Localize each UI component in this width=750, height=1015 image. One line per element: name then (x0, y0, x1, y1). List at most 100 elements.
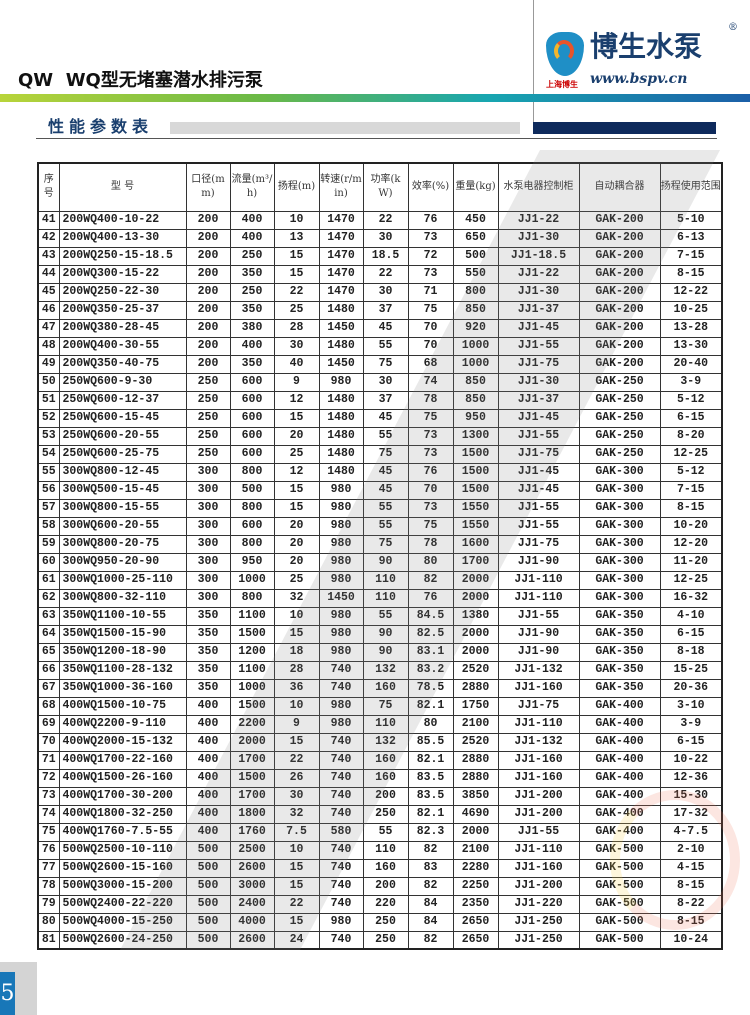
table-cell: 5-12 (659, 462, 723, 482)
table-cell: 2650 (452, 912, 499, 932)
table-cell: 71 (37, 750, 60, 770)
table-cell: JJ1-90 (497, 624, 580, 644)
table-row: 43 200WQ250-15-18.5 200 250 15 1470 18.5 72 500 J… (37, 246, 723, 266)
table-cell: 2250 (452, 876, 499, 896)
table-cell: JJ1-75 (497, 354, 580, 374)
table-row: 49 200WQ350-40-75 200 350 40 1450 75 68 1000 JJ1-… (37, 354, 723, 374)
table-cell: GAK-200 (578, 318, 661, 338)
column-header: 扬程使用范围 (659, 162, 723, 212)
table-cell: 980 (318, 912, 364, 932)
table-cell: 68 (407, 354, 454, 374)
table-cell: 55 (362, 426, 409, 446)
table-cell: 76 (37, 840, 60, 860)
table-cell: 200 (185, 228, 231, 248)
table-cell: 90 (362, 552, 409, 572)
table-cell: 1500 (229, 624, 275, 644)
table-cell: 980 (318, 642, 364, 662)
table-cell: 2400 (229, 894, 275, 914)
table-row: 71 400WQ1700-22-160 400 1700 22 740 160 82.1 288… (37, 750, 723, 770)
table-cell: 250 (185, 444, 231, 464)
table-cell: 800 (229, 462, 275, 482)
table-cell: 55 (362, 498, 409, 518)
table-cell: 8-15 (659, 498, 723, 518)
table-cell: 350 (229, 300, 275, 320)
table-cell: 44 (37, 264, 60, 284)
table-cell: 350WQ1100-10-55 (58, 606, 187, 626)
performance-table: 序号型 号口径(mm) 流量(m³/h) 扬程(m) 转速(r/min) 功率(kW) 效… (37, 162, 723, 950)
table-cell: GAK-400 (578, 750, 661, 770)
column-header: 口径(mm) (185, 162, 231, 212)
table-cell: 740 (318, 750, 364, 770)
table-cell: 400WQ1700-22-160 (58, 750, 187, 770)
table-row: 56 300WQ500-15-45 300 500 15 980 45 70 1500 JJ1-4… (37, 480, 723, 500)
table-cell: 12 (273, 390, 320, 410)
table-cell: 52 (37, 408, 60, 428)
table-cell: GAK-400 (578, 696, 661, 716)
table-cell: 2600 (229, 930, 275, 950)
table-cell: 2000 (229, 732, 275, 752)
table-cell: 2200 (229, 714, 275, 734)
table-cell: 12-20 (659, 534, 723, 554)
table-cell: 1450 (318, 318, 364, 338)
table-row: 73 400WQ1700-30-200 400 1700 30 740 200 83.5 385… (37, 786, 723, 806)
table-cell: 450 (452, 210, 499, 230)
table-cell: 1000 (229, 678, 275, 698)
table-cell: 6-15 (659, 732, 723, 752)
table-cell: 350 (229, 264, 275, 284)
table-cell: 200WQ350-25-37 (58, 300, 187, 320)
table-cell: 300WQ800-15-55 (58, 498, 187, 518)
table-cell: 82.1 (407, 696, 454, 716)
table-cell: 740 (318, 894, 364, 914)
page-number: 5 (0, 972, 15, 1015)
table-cell: 15 (273, 246, 320, 266)
table-cell: JJ1-55 (497, 516, 580, 536)
table-cell: 400 (229, 336, 275, 356)
table-cell: GAK-350 (578, 606, 661, 626)
table-cell: 70 (407, 480, 454, 500)
table-cell: 84.5 (407, 606, 454, 626)
table-row: 69 400WQ2200-9-110 400 2200 9 980 110 80 2100 JJ1… (37, 714, 723, 734)
table-cell: 980 (318, 534, 364, 554)
table-cell: GAK-350 (578, 678, 661, 698)
table-cell: 72 (37, 768, 60, 788)
table-cell: GAK-200 (578, 246, 661, 266)
gradient-bar (0, 94, 750, 102)
table-cell: JJ1-37 (497, 390, 580, 410)
table-cell: 200WQ400-13-30 (58, 228, 187, 248)
table-cell: GAK-300 (578, 516, 661, 536)
table-cell: 300WQ1000-25-110 (58, 570, 187, 590)
table-cell: 73 (37, 786, 60, 806)
table-cell: 45 (37, 282, 60, 302)
table-cell: 400WQ1760-7.5-55 (58, 822, 187, 842)
table-cell: 15-25 (659, 660, 723, 680)
table-cell: 980 (318, 624, 364, 644)
table-cell: 740 (318, 804, 364, 824)
header-divider (533, 0, 534, 123)
table-cell: JJ1-45 (497, 480, 580, 500)
table-cell: 12-36 (659, 768, 723, 788)
table-cell: 600 (229, 426, 275, 446)
table-cell: 22 (362, 264, 409, 284)
table-cell: 1450 (318, 588, 364, 608)
table-cell: 400 (185, 732, 231, 752)
table-cell: 132 (362, 732, 409, 752)
table-row: 52 250WQ600-15-45 250 600 15 1480 45 75 950 JJ1-4… (37, 408, 723, 428)
table-cell: 12-25 (659, 570, 723, 590)
table-cell: 980 (318, 372, 364, 392)
table-cell: 3-9 (659, 714, 723, 734)
table-cell: 400 (185, 804, 231, 824)
table-cell: GAK-300 (578, 534, 661, 554)
table-cell: 740 (318, 660, 364, 680)
table-cell: 400 (229, 210, 275, 230)
table-cell: 40 (273, 354, 320, 374)
table-cell: JJ1-250 (497, 912, 580, 932)
table-cell: GAK-300 (578, 480, 661, 500)
table-cell: 2100 (452, 714, 499, 734)
table-cell: 75 (407, 408, 454, 428)
table-cell: 74 (407, 372, 454, 392)
table-cell: 300 (185, 480, 231, 500)
table-cell: 200 (362, 786, 409, 806)
table-cell: 300 (185, 552, 231, 572)
table-cell: 980 (318, 480, 364, 500)
table-cell: 20 (273, 534, 320, 554)
